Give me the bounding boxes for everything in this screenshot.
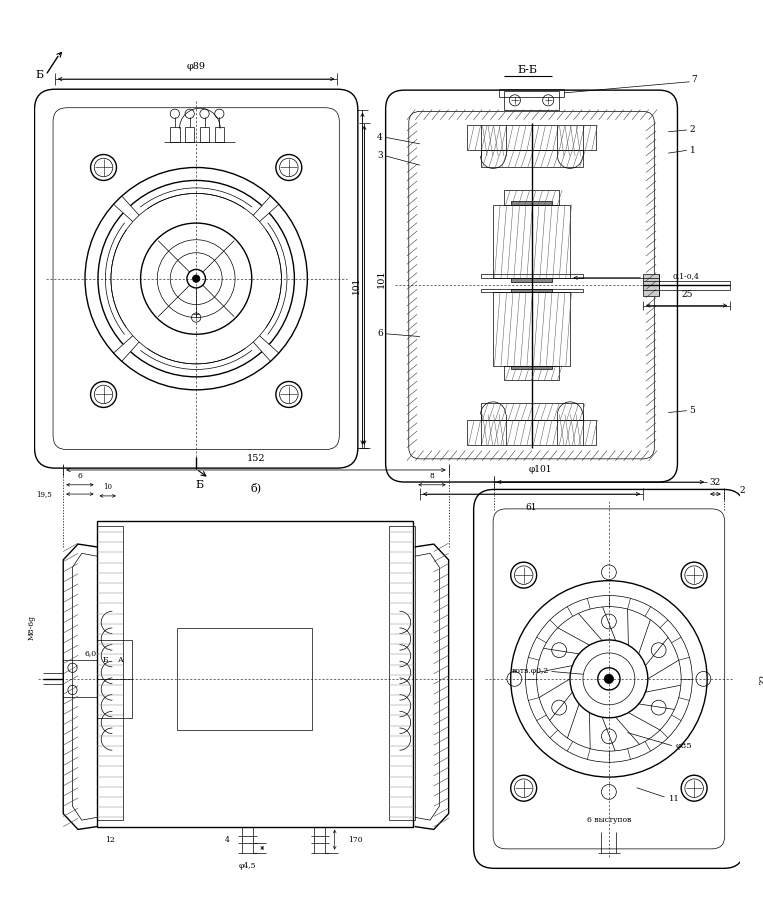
Bar	[481, 150, 582, 167]
Bar	[511, 289, 552, 292]
Bar	[511, 201, 552, 205]
Text: 2: 2	[690, 125, 695, 134]
Text: 4: 4	[224, 835, 230, 844]
Text: вотв.φ0,2: вотв.φ0,2	[511, 667, 549, 675]
Bar	[97, 526, 123, 820]
Text: 19,5: 19,5	[37, 490, 52, 498]
Text: 32: 32	[759, 674, 763, 685]
Bar	[504, 190, 559, 205]
Text: 5: 5	[690, 406, 695, 415]
Text: 152: 152	[246, 454, 266, 463]
Text: 0,1-0,4: 0,1-0,4	[673, 271, 700, 280]
Bar	[504, 366, 559, 380]
Bar	[511, 366, 552, 369]
Text: 7: 7	[691, 76, 697, 84]
Bar	[177, 628, 311, 730]
Text: 1: 1	[690, 146, 695, 154]
Bar	[389, 526, 415, 820]
Bar	[493, 205, 571, 278]
Text: 25: 25	[681, 290, 693, 299]
Text: 2: 2	[739, 486, 745, 494]
Bar	[511, 278, 552, 282]
Text: 6: 6	[377, 329, 383, 338]
Bar	[170, 127, 179, 142]
Text: 10: 10	[103, 483, 112, 491]
Text: φ101: φ101	[529, 465, 552, 474]
Bar	[185, 127, 195, 142]
Text: φ4,5: φ4,5	[239, 862, 256, 869]
Text: 101: 101	[353, 277, 362, 293]
Bar	[97, 640, 132, 717]
Text: 32: 32	[710, 478, 721, 487]
Text: 12: 12	[105, 835, 114, 844]
Bar	[481, 289, 582, 292]
Text: M8-6g: M8-6g	[27, 615, 36, 641]
Bar	[504, 91, 559, 110]
Text: 101: 101	[376, 270, 385, 288]
Bar	[214, 127, 224, 142]
Text: φ89: φ89	[187, 61, 206, 70]
Text: 6: 6	[78, 472, 82, 480]
Bar	[467, 125, 597, 150]
Bar	[467, 420, 597, 445]
Text: Б: Б	[103, 656, 108, 664]
Text: Б: Б	[196, 480, 204, 490]
Bar	[493, 292, 571, 366]
Text: 6,0: 6,0	[85, 649, 97, 657]
Bar	[97, 521, 414, 826]
Circle shape	[604, 675, 613, 684]
Bar	[200, 127, 209, 142]
Text: 8: 8	[430, 472, 434, 480]
Text: 6 выступов: 6 выступов	[587, 816, 631, 824]
Bar	[481, 403, 582, 420]
Text: б): б)	[251, 483, 262, 493]
Text: 170: 170	[348, 835, 362, 844]
Text: 61: 61	[526, 503, 537, 512]
Text: 11: 11	[669, 795, 680, 802]
Bar	[643, 274, 659, 296]
Bar	[481, 274, 582, 278]
Text: Б: Б	[35, 70, 43, 80]
Text: φ85: φ85	[675, 741, 692, 749]
Bar	[63, 660, 97, 697]
Text: А: А	[118, 656, 124, 664]
Circle shape	[192, 275, 200, 282]
Text: 3: 3	[377, 152, 383, 160]
Text: 4: 4	[377, 133, 383, 142]
Text: Б-Б: Б-Б	[517, 65, 537, 75]
